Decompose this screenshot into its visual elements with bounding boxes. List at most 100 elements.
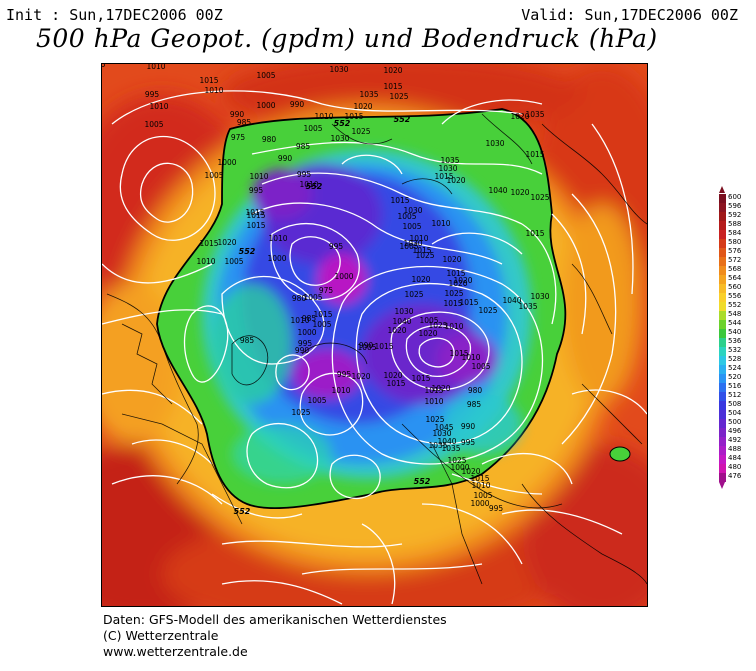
isobar-label: 1020: [431, 384, 450, 393]
colorbar-swatch: [719, 347, 726, 356]
colorbar-entry: 488: [716, 445, 754, 455]
colorbar-level-label: 588: [728, 220, 742, 228]
isobar-label: 995: [489, 504, 504, 513]
colorbar-entry: 576: [716, 247, 754, 257]
colorbar-level-label: 592: [728, 211, 742, 219]
geopotential-552-label: 552: [394, 115, 411, 124]
colorbar-entry: 528: [716, 355, 754, 365]
colorbar-entry: 532: [716, 346, 754, 356]
isobar-label: 1005: [402, 222, 421, 231]
isobar-label: 1035: [441, 444, 460, 453]
isobar-label: 1015: [434, 172, 453, 181]
isobar-label: 1010: [299, 180, 318, 189]
isobar-label: 1015: [424, 386, 443, 395]
isobar-label: 1005: [307, 396, 326, 405]
isobar-label: 1020: [351, 372, 370, 381]
colorbar-entry: 524: [716, 364, 754, 374]
isobar-label: 1000: [256, 101, 275, 110]
isobar-label: 1020: [353, 102, 372, 111]
colorbar-level-label: 476: [728, 472, 742, 480]
valid-time-label: Valid: Sun,17DEC2006 00Z: [521, 6, 738, 24]
isobar-label: 1020: [453, 276, 472, 285]
isobar-label: 1020: [510, 112, 529, 121]
isobar-label: 995: [329, 242, 344, 251]
colorbar-level-label: 572: [728, 256, 742, 264]
colorbar-swatch: [719, 473, 726, 482]
isobar-label: 1015: [449, 349, 468, 358]
isobar-label: 1025: [478, 306, 497, 315]
isobar-label: 980: [468, 386, 483, 395]
isobar-label: 1025: [444, 289, 463, 298]
init-time-label: Init : Sun,17DEC2006 00Z: [6, 6, 223, 24]
isobar-label: 1030: [403, 239, 422, 248]
colorbar-entry: 564: [716, 274, 754, 284]
isobar-label: 1025: [404, 290, 423, 299]
colorbar-entry: 544: [716, 319, 754, 329]
isobar-label: 1010: [149, 102, 168, 111]
colorbar-entry: 504: [716, 409, 754, 419]
isobar-label: 1005: [303, 293, 322, 302]
colorbar-entry: 552: [716, 301, 754, 311]
isobar-label: 975: [319, 286, 334, 295]
colorbar-level-label: 544: [728, 319, 742, 327]
isobar-label: 1015: [525, 229, 544, 238]
coastlines: [106, 113, 647, 585]
isobar-label: 1010: [431, 219, 450, 228]
colorbar-entry: 600: [716, 193, 754, 203]
isobar-label: 1015: [246, 221, 265, 230]
colorbar-level-label: 560: [728, 283, 742, 291]
colorbar-swatch: [719, 374, 726, 383]
isobar-label: 1010: [268, 234, 287, 243]
isobar-label: 995: [145, 90, 160, 99]
colorbar-swatch: [719, 392, 726, 401]
colorbar-level-label: 540: [728, 328, 742, 336]
isobar-label: 995: [249, 186, 264, 195]
isobar-label: 1015: [344, 112, 363, 121]
isobar-label: 1035: [440, 156, 459, 165]
colorbar-swatch: [719, 329, 726, 338]
isobar-label: 1015: [313, 310, 332, 319]
colorbar-level-label: 548: [728, 310, 742, 318]
colorbar-swatch: [719, 266, 726, 275]
isobar-label: 1020: [442, 255, 461, 264]
isobar-label: 1025: [291, 408, 310, 417]
isobar-label: 1020: [383, 371, 402, 380]
isobar-label: 1035: [428, 441, 447, 450]
isobar-label: 995: [298, 339, 313, 348]
colorbar-entry: 520: [716, 373, 754, 383]
geopotential-552-label: 552: [239, 247, 256, 256]
isobar-label: 1015: [199, 76, 218, 85]
colorbar-level-label: 536: [728, 337, 742, 345]
isobar-label: 1010: [249, 172, 268, 181]
isobar-label: 1005: [312, 320, 331, 329]
isobar-label: 1005: [224, 257, 243, 266]
isobar-label: 1000: [334, 272, 353, 281]
colorbar-arrow-top: [719, 186, 725, 193]
colorbar-level-label: 564: [728, 274, 742, 282]
isobar-label: 980: [292, 294, 307, 303]
isobar-label: 1005: [473, 491, 492, 500]
colorbar-level-label: 580: [728, 238, 742, 246]
isobar-label: 990: [295, 346, 310, 355]
isobar-label: 1010: [196, 257, 215, 266]
isobar-label: 1010: [314, 112, 333, 121]
isobar-label: 990: [359, 341, 374, 350]
colorbar-swatch: [719, 410, 726, 419]
isobar-label: 1025: [415, 251, 434, 260]
isobar-label: 1030: [394, 307, 413, 316]
colorbar-legend: 600 596 592 588 584 580 576 572 568 564 560 556 552 5…: [716, 186, 754, 489]
isobar-label: 990: [290, 100, 305, 109]
isobar-label: 1010: [461, 353, 480, 362]
colorbar-entry: 572: [716, 256, 754, 266]
colorbar-swatch: [719, 302, 726, 311]
isobar-label: 1025: [447, 456, 466, 465]
isobar-label: 1020: [383, 66, 402, 75]
isobar-label: 1035: [525, 110, 544, 119]
isobar-label: 1025: [530, 193, 549, 202]
colorbar-swatch: [719, 464, 726, 473]
isobar-label: 1020: [217, 238, 236, 247]
isobar-label: 1010: [146, 64, 165, 71]
isobar-label: 1010: [424, 397, 443, 406]
isobar-label: 985: [467, 400, 482, 409]
